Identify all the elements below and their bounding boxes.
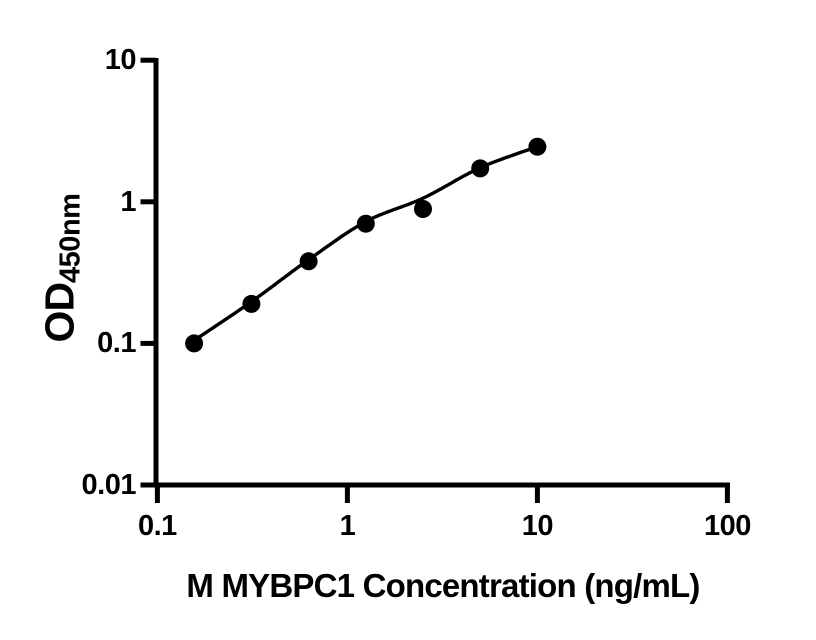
- data-point: [414, 200, 432, 218]
- y-tick-label: 0.01: [81, 469, 137, 501]
- axes: [140, 57, 730, 503]
- data-points: [185, 137, 547, 353]
- y-tick-label: 0.1: [97, 327, 136, 360]
- data-point: [528, 137, 547, 156]
- x-tick-label: 100: [703, 510, 751, 542]
- x-tick-label: 0.1: [137, 510, 177, 542]
- x-tick-label: 10: [521, 510, 554, 542]
- y-axis-title-main: OD: [36, 282, 83, 343]
- x-axis-title: M MYBPC1 Concentration (ng/mL): [186, 567, 700, 604]
- y-axis-title-subscript: 450nm: [54, 193, 87, 283]
- fit-curve-line: [192, 144, 540, 343]
- y-axis-title: OD450nm: [36, 194, 87, 343]
- y-tick-label: 10: [104, 44, 137, 77]
- data-point: [471, 159, 490, 178]
- data-point: [242, 294, 261, 313]
- data-point: [299, 252, 318, 271]
- data-point: [185, 334, 204, 353]
- fit-curve: [192, 144, 540, 343]
- y-tick-label: 1: [120, 185, 136, 218]
- x-tick-label: 1: [339, 510, 356, 542]
- data-point: [356, 214, 375, 233]
